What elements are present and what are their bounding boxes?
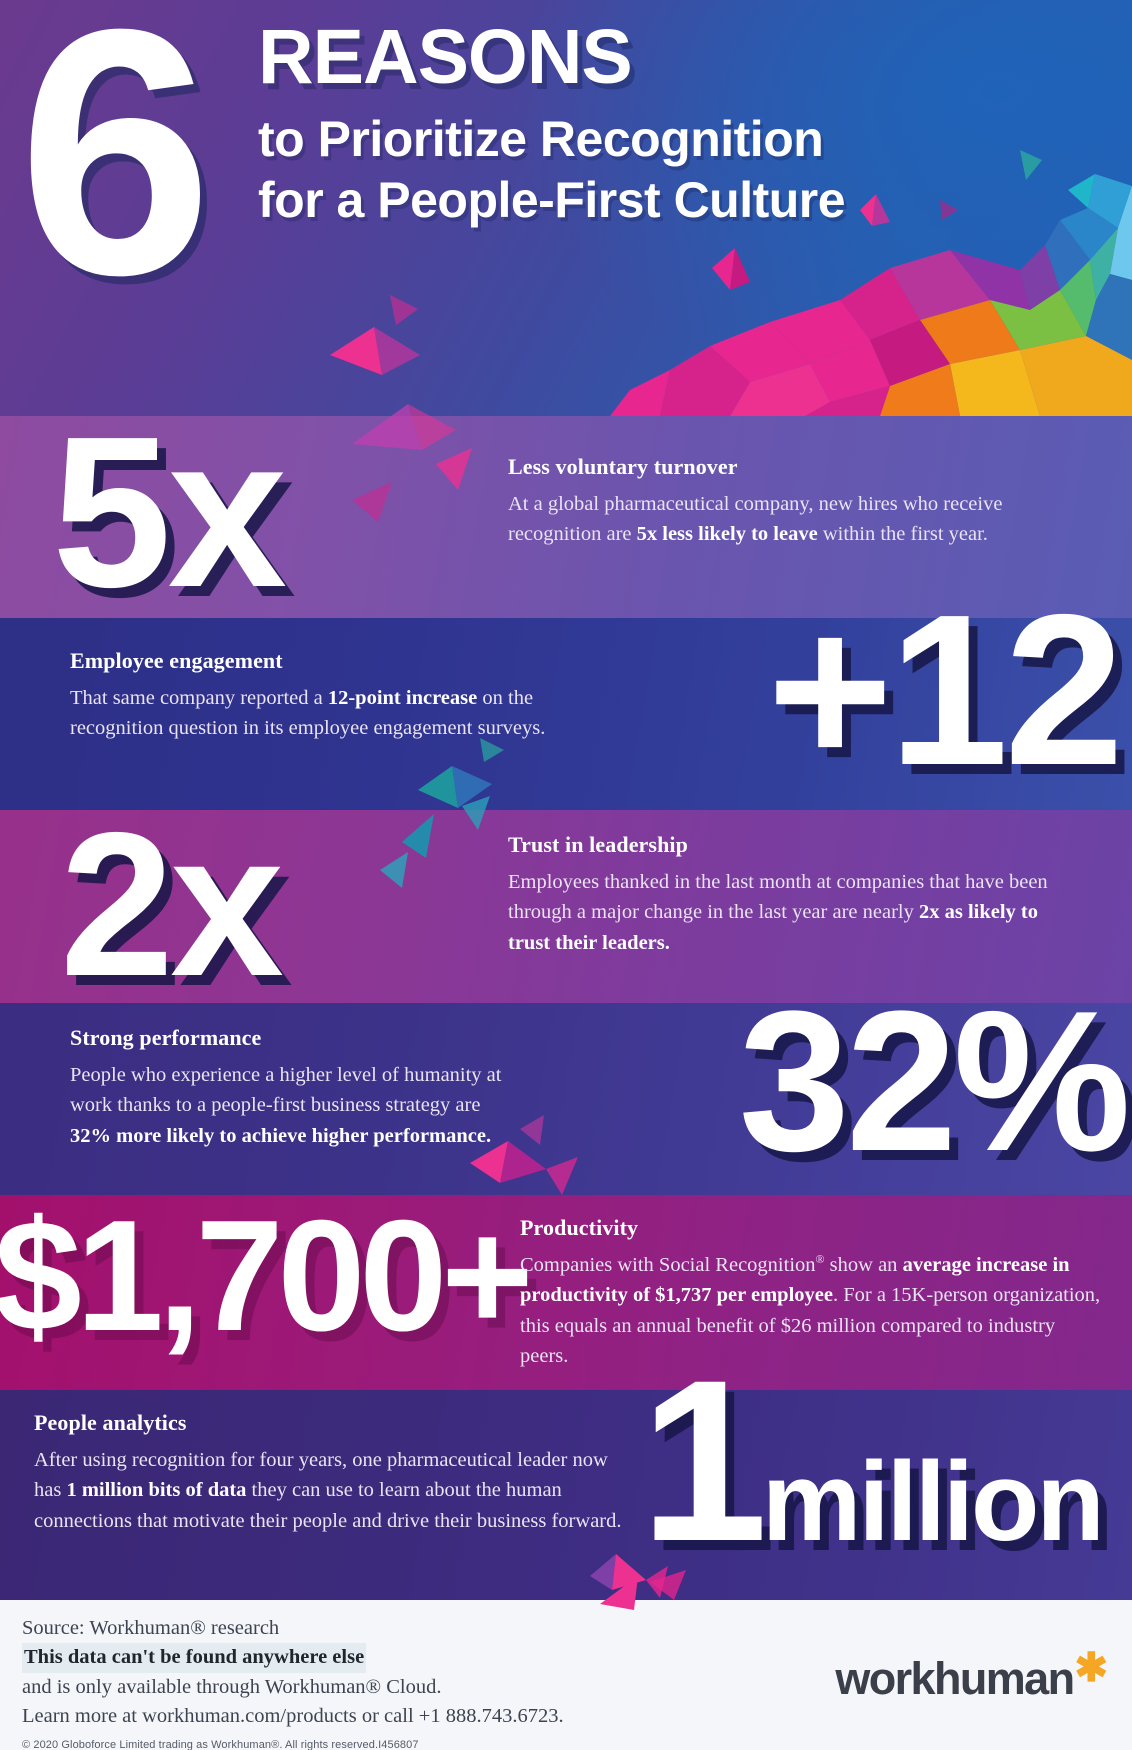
header-subtitle-line-1: to Prioritize Recognition (258, 110, 824, 167)
text-block-engagement: Employee engagement That same company re… (70, 648, 550, 744)
footer-copyright: © 2020 Globoforce Limited trading as Wor… (22, 1739, 419, 1750)
footer-text-group: Source: Workhuman® research This data ca… (22, 1614, 564, 1750)
footer-learn-more-line: Learn more at workhuman.com/products or … (22, 1704, 564, 1727)
section-heading-productivity: Productivity (520, 1215, 639, 1240)
text-block-performance: Strong performance People who experience… (70, 1025, 510, 1151)
section-trust-in-leadership: 2x Trust in leadership Employees thanked… (0, 790, 1132, 1019)
header-banner: 6 REASONS to Prioritize Recognition for … (0, 0, 1132, 416)
stat-1-million-number: 1 (640, 1332, 768, 1589)
asterisk-icon: ✱ (1074, 1646, 1108, 1690)
stat-value-32-percent: 32% (738, 970, 1131, 1193)
section-body-engagement: That same company reported a 12-point in… (70, 687, 546, 740)
text-block-productivity: Productivity Companies with Social Recog… (520, 1215, 1105, 1371)
section-body-turnover: At a global pharmaceutical company, new … (508, 493, 1003, 546)
section-heading-trust: Trust in leadership (508, 832, 688, 857)
text-block-analytics: People analytics After using recognition… (34, 1410, 634, 1536)
section-body-trust: Employees thanked in the last month at c… (508, 871, 1048, 954)
workhuman-logo-wordmark: workhuman (835, 1653, 1075, 1704)
polygon-shards-header-left (330, 295, 420, 375)
section-body-performance: People who experience a higher level of … (70, 1064, 502, 1147)
header-big-number: 6 (18, 0, 213, 348)
section-body-analytics: After using recognition for four years, … (34, 1449, 622, 1532)
text-block-turnover: Less voluntary turnover At a global phar… (508, 454, 1048, 550)
section-people-analytics: 1million People analytics After using re… (0, 1346, 1132, 1600)
footer-highlight-span: This data can't be found anywhere else (22, 1643, 367, 1673)
section-body-productivity: Companies with Social Recognition® show … (520, 1252, 1101, 1367)
section-productivity: $1,700+ Productivity Companies with Soci… (0, 1195, 1132, 1390)
header-subtitle-line-2: for a People-First Culture (258, 171, 846, 228)
polygon-decoration-band-1 (352, 404, 472, 522)
section-heading-analytics: People analytics (34, 1410, 187, 1435)
footer-source-line: Source: Workhuman® research (22, 1617, 280, 1639)
header-title-group: REASONS to Prioritize Recognition for a … (258, 18, 978, 231)
section-heading-engagement: Employee engagement (70, 648, 283, 673)
section-strong-performance: 32% Strong performance People who experi… (0, 982, 1132, 1195)
footer: Source: Workhuman® research This data ca… (0, 1570, 1132, 1750)
section-employee-engagement: +12 Employee engagement That same compan… (0, 582, 1132, 810)
polygon-decoration-band-3 (380, 796, 490, 888)
section-less-voluntary-turnover: 5x Less voluntary turnover At a global p… (0, 404, 1132, 619)
stat-value-plus-12: +12 (767, 569, 1124, 810)
stat-value-5x: 5x (52, 391, 287, 632)
header-reasons-word: REASONS (258, 14, 633, 100)
section-heading-turnover: Less voluntary turnover (508, 454, 738, 479)
section-heading-performance: Strong performance (70, 1025, 262, 1050)
footer-highlight-line: This data can't be found anywhere else (22, 1643, 564, 1673)
text-block-trust: Trust in leadership Employees thanked in… (508, 832, 1068, 958)
stat-value-2x: 2x (60, 790, 284, 1019)
stat-1-million-word: million (761, 1439, 1105, 1564)
workhuman-logo: workhuman ✱ (835, 1648, 1108, 1704)
stat-value-1-million: 1million (640, 1346, 1105, 1576)
stat-value-1700-plus: $1,700+ (0, 1188, 534, 1364)
footer-available-line: and is only available through Workhuman®… (22, 1675, 442, 1698)
